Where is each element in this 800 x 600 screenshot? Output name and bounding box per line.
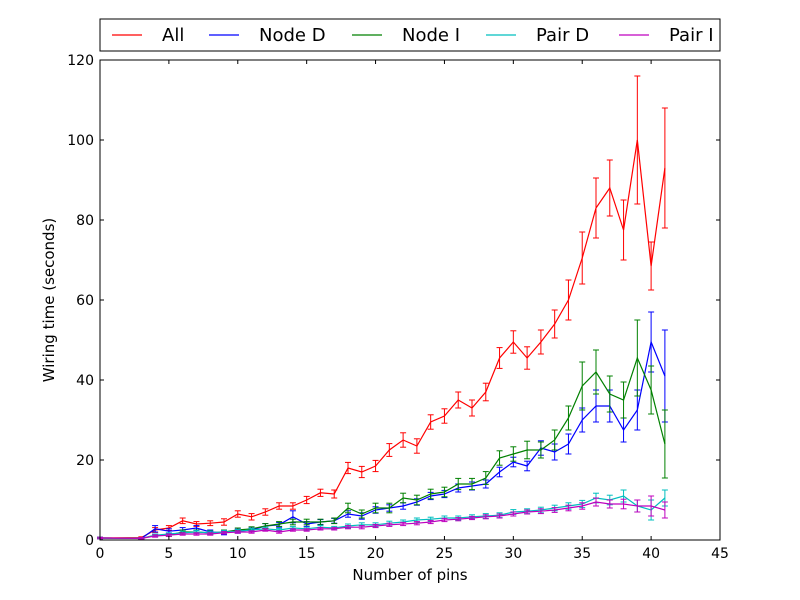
y-axis-label: Wiring time (seconds) [40, 218, 58, 382]
x-tick-label-2: 10 [229, 546, 247, 562]
plot-frame [99, 59, 721, 541]
y-tick-label-5: 100 [67, 133, 94, 149]
legend-label-all: All [162, 25, 184, 46]
x-tick-label-5: 25 [436, 546, 454, 562]
series-all [97, 75, 668, 540]
x-tick-label-0: 0 [96, 546, 105, 562]
x-tick-label-3: 15 [298, 546, 316, 562]
y-tick-label-1: 20 [76, 453, 94, 469]
y-tick-label-4: 80 [76, 213, 94, 229]
legend-label-node-d: Node D [259, 25, 326, 46]
x-tick-label-8: 40 [642, 546, 660, 562]
x-tick-label-4: 20 [367, 546, 385, 562]
x-tick-label-6: 30 [504, 546, 522, 562]
x-tick-label-1: 5 [164, 546, 173, 562]
x-tick-label-9: 45 [711, 546, 729, 562]
legend-frame [99, 18, 721, 52]
legend-label-pair-i: Pair I [669, 25, 714, 46]
series-pair-i [97, 495, 668, 540]
ticks-layer: 0 5 10 15 20 25 30 35 40 45 0 20 40 60 80 100 120 [67, 53, 729, 562]
series-line-pair-d [99, 495, 666, 540]
plot-area [100, 60, 720, 540]
series-line-pair-i [99, 501, 666, 540]
y-tick-label-0: 0 [85, 533, 94, 549]
legend: All Node D Node I Pair D Pair I [99, 18, 721, 52]
series-layer [97, 75, 668, 540]
series-line-all [99, 139, 666, 539]
y-tick-label-6: 120 [67, 53, 94, 69]
legend-label-node-i: Node I [402, 25, 460, 46]
y-tick-label-3: 60 [76, 293, 94, 309]
x-axis-label: Number of pins [352, 566, 467, 584]
x-tick-label-7: 35 [573, 546, 591, 562]
y-tick-label-2: 40 [76, 373, 94, 389]
legend-items: All Node D Node I Pair D Pair I [112, 25, 714, 46]
legend-label-pair-d: Pair D [536, 25, 589, 46]
